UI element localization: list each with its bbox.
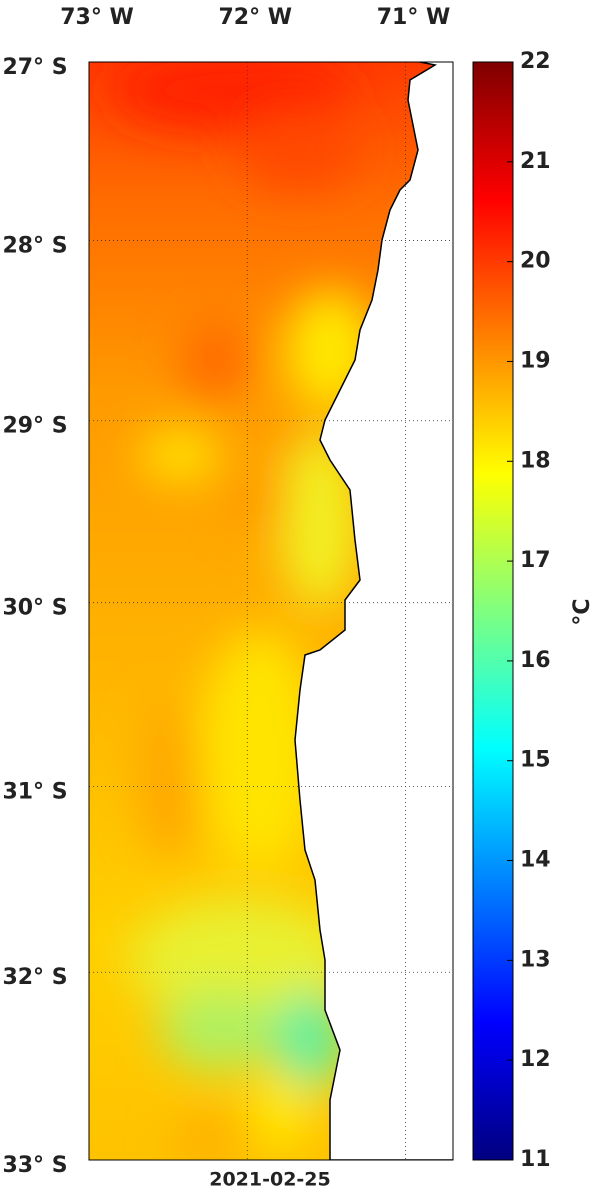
lat-label: 31° S (2, 779, 67, 804)
date-label: 2021-02-25 (209, 1169, 331, 1188)
sst-field (89, 62, 453, 1160)
colorbar-tick-label: 21 (520, 149, 551, 174)
colorbar-tick-label: 20 (520, 249, 551, 274)
lat-label: 33° S (2, 1153, 67, 1178)
colorbar-tick-label: 19 (520, 348, 551, 373)
lon-label: 73° W (60, 5, 134, 30)
lat-label: 30° S (2, 596, 67, 621)
colorbar-tick-label: 14 (520, 848, 551, 873)
colorbar (472, 61, 514, 1161)
map-frame (88, 61, 454, 1161)
colorbar-tick-label: 15 (520, 748, 551, 773)
colorbar-tick-label: 11 (520, 1147, 551, 1172)
colorbar-tick-label: 18 (520, 448, 551, 473)
lat-label: 27° S (2, 55, 67, 80)
colorbar-tick-label: 17 (520, 548, 551, 573)
lat-label: 28° S (2, 234, 67, 259)
land (294, 62, 453, 1160)
lon-label: 71° W (377, 5, 451, 30)
colorbar-tick-label: 12 (520, 1047, 551, 1072)
colorbar-tick-label: 22 (520, 49, 551, 74)
lat-label: 32° S (2, 965, 67, 990)
lon-label: 72° W (218, 5, 292, 30)
colorbar-tick-label: 13 (520, 947, 551, 972)
colorbar-tick-label: 16 (520, 648, 551, 673)
colorbar-label: °C (570, 598, 593, 625)
lat-label: 29° S (2, 414, 67, 439)
